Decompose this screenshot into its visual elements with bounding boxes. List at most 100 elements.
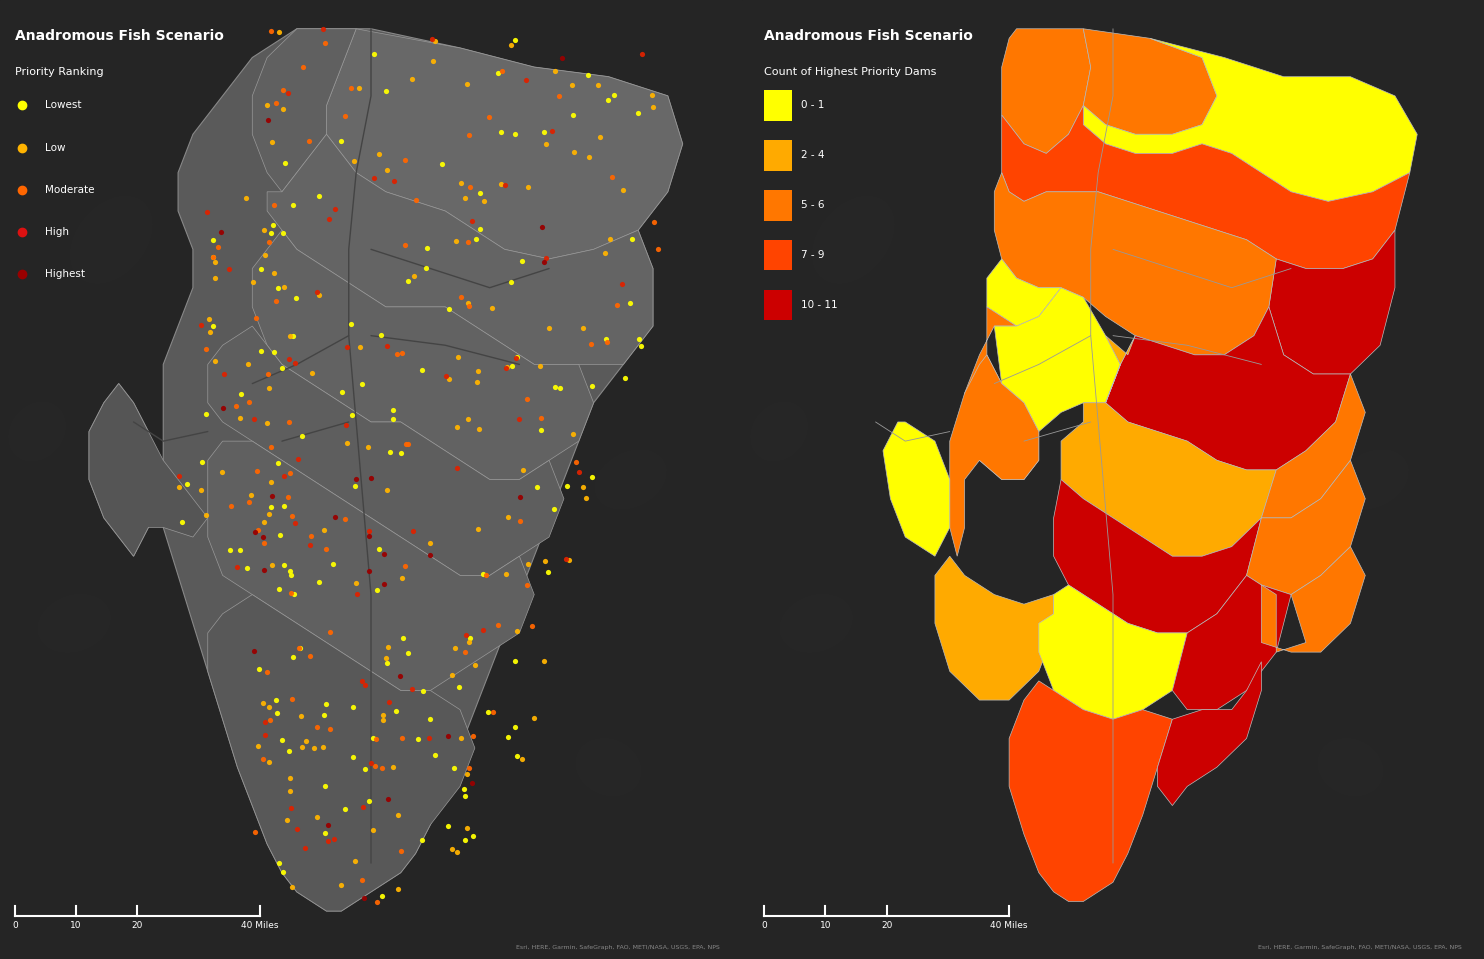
Text: Count of Highest Priority Dams: Count of Highest Priority Dams — [764, 67, 936, 77]
Point — [506, 748, 530, 763]
Point — [611, 183, 635, 199]
Point — [418, 548, 442, 563]
Point — [626, 105, 650, 120]
Text: 0: 0 — [761, 922, 767, 930]
Point — [358, 528, 381, 544]
Point — [381, 174, 405, 189]
Point — [453, 788, 476, 804]
Point — [279, 567, 303, 582]
Point — [313, 825, 337, 840]
Point — [168, 480, 191, 495]
Point — [418, 712, 442, 727]
Point — [260, 134, 283, 150]
Point — [390, 730, 414, 745]
Point — [392, 631, 416, 646]
Point — [230, 386, 254, 402]
Point — [199, 325, 223, 340]
Point — [255, 415, 279, 431]
Point — [522, 711, 546, 726]
Point — [328, 133, 352, 149]
Point — [442, 760, 466, 776]
Point — [202, 317, 226, 333]
Point — [445, 460, 469, 476]
Point — [456, 76, 479, 91]
Point — [381, 403, 405, 418]
Point — [272, 82, 295, 98]
Point — [516, 179, 540, 195]
Point — [236, 356, 260, 371]
Point — [218, 542, 242, 557]
Point — [260, 557, 283, 573]
Point — [603, 87, 626, 103]
Point — [466, 521, 490, 536]
Point — [473, 567, 497, 582]
Point — [445, 419, 469, 434]
Point — [377, 791, 401, 807]
Point — [257, 235, 280, 250]
Ellipse shape — [751, 402, 807, 461]
Polygon shape — [252, 29, 356, 192]
Point — [200, 249, 224, 265]
Point — [358, 563, 381, 578]
Point — [255, 112, 279, 128]
Point — [469, 186, 493, 201]
Point — [264, 705, 288, 720]
Point — [450, 289, 473, 304]
Point — [396, 273, 420, 289]
Point — [340, 408, 364, 423]
Point — [450, 175, 473, 191]
Point — [365, 582, 389, 597]
Point — [347, 339, 371, 355]
Point — [272, 468, 295, 483]
Point — [301, 365, 325, 381]
Point — [494, 360, 518, 375]
Point — [472, 193, 496, 208]
Point — [283, 291, 307, 306]
Point — [350, 673, 374, 689]
Point — [258, 500, 282, 515]
Point — [371, 712, 395, 727]
Point — [410, 832, 433, 848]
Point — [505, 349, 528, 364]
Point — [353, 760, 377, 776]
Text: High: High — [45, 227, 68, 237]
Point — [224, 399, 248, 414]
Point — [194, 508, 218, 524]
Point — [457, 634, 481, 649]
Point — [272, 498, 295, 513]
Point — [389, 445, 413, 460]
Point — [467, 421, 491, 436]
Polygon shape — [1083, 38, 1417, 201]
Point — [289, 739, 313, 755]
Polygon shape — [252, 230, 594, 480]
Point — [356, 524, 380, 539]
Point — [190, 455, 214, 470]
Text: Lowest: Lowest — [45, 101, 82, 110]
Polygon shape — [326, 29, 683, 259]
Point — [306, 809, 329, 825]
Point — [384, 704, 408, 719]
Point — [188, 317, 212, 333]
Point — [279, 879, 303, 895]
Text: 2 - 4: 2 - 4 — [801, 151, 825, 160]
Point — [362, 730, 386, 745]
Polygon shape — [208, 326, 564, 575]
Point — [454, 627, 478, 643]
Polygon shape — [1261, 374, 1365, 518]
Point — [364, 732, 387, 747]
Point — [375, 162, 399, 177]
Text: Esri, HERE, Garmin, SafeGraph, FAO, METI/NASA, USGS, EPA, NPS: Esri, HERE, Garmin, SafeGraph, FAO, METI… — [1258, 946, 1462, 950]
Point — [374, 83, 398, 99]
Point — [306, 284, 329, 299]
Point — [562, 145, 586, 160]
Point — [254, 247, 278, 263]
Point — [283, 355, 307, 370]
Point — [510, 253, 534, 269]
Text: Priority Ranking: Priority Ranking — [15, 67, 104, 77]
Polygon shape — [208, 441, 534, 690]
Point — [260, 24, 283, 39]
Point — [534, 250, 558, 266]
Polygon shape — [1261, 547, 1365, 652]
Point — [457, 295, 481, 311]
Point — [196, 204, 220, 220]
